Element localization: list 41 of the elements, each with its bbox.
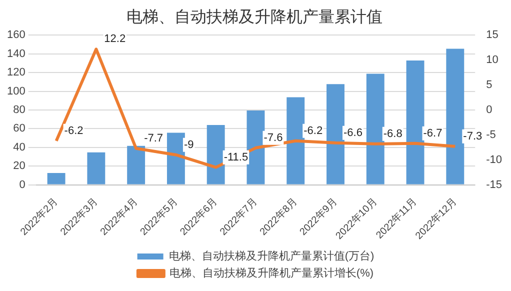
y2-tick-label: -5 — [486, 128, 496, 141]
y-tick-label: 120 — [6, 66, 26, 79]
y2-tick-label: 0 — [486, 104, 492, 116]
bar — [87, 152, 106, 184]
bar — [166, 132, 185, 184]
bar — [326, 84, 344, 184]
y2-tick-label: -10 — [486, 154, 502, 166]
y-tick-label: 80 — [13, 104, 26, 116]
y2-tick-label: 10 — [486, 54, 498, 66]
bar — [446, 48, 464, 184]
y-tick-label: 20 — [13, 160, 26, 172]
data-label: -11.5 — [224, 151, 248, 164]
y-tick-label: 100 — [6, 85, 26, 98]
bar — [127, 146, 146, 184]
data-label: -6.7 — [423, 127, 442, 140]
data-label: -6.8 — [383, 128, 402, 140]
y-tick-label: 160 — [6, 29, 26, 42]
y2-tick-label: 5 — [486, 79, 492, 92]
data-label: 12.2 — [104, 33, 126, 46]
bar — [286, 97, 305, 184]
data-label: -7.3 — [463, 130, 482, 142]
bar — [47, 173, 66, 184]
y2-tick-label: 15 — [486, 29, 498, 42]
y2-tick-label: -15 — [486, 178, 502, 191]
legend-label: 电梯、自动扶梯及升降机产量累计增长(%) — [169, 266, 374, 280]
y-tick-label: 0 — [19, 178, 26, 191]
bar — [246, 110, 265, 184]
data-label: -6.2 — [304, 124, 323, 137]
y-tick-label: 60 — [13, 122, 26, 135]
data-label: -6.2 — [64, 124, 84, 137]
data-label: -9 — [184, 138, 194, 151]
bar — [366, 74, 384, 184]
data-label: -6.6 — [344, 126, 362, 139]
y-tick-label: 140 — [6, 48, 26, 60]
y-tick-label: 40 — [13, 141, 26, 154]
legend-label: 电梯、自动扶梯及升降机产量累计值(万台) — [168, 250, 374, 263]
chart-title: 电梯、自动扶梯及升降机产量累计值 — [126, 8, 382, 26]
data-label: -7.7 — [144, 132, 164, 144]
data-label: -7.6 — [264, 132, 283, 144]
bar — [406, 60, 424, 184]
bar — [206, 124, 225, 184]
